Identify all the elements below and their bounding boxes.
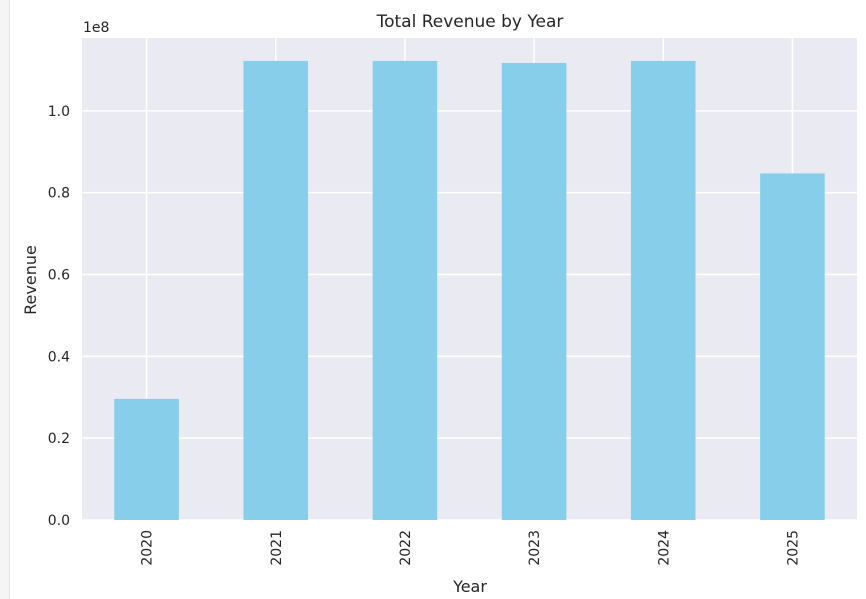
bar-2025 (760, 173, 825, 520)
chart-title: Total Revenue by Year (376, 12, 564, 32)
y-tick-label: 0.8 (48, 186, 70, 202)
bar-2020 (114, 398, 179, 520)
y-tick-label: 0.4 (48, 349, 70, 365)
x-tick-label: 2025 (785, 530, 801, 566)
x-axis-label: Year (452, 577, 487, 596)
left-panel-edge (0, 0, 10, 599)
y-tick-label: 0.0 (48, 513, 70, 529)
y-tick-label: 1.0 (48, 104, 70, 120)
x-tick-label: 2022 (398, 530, 414, 566)
x-tick-label: 2023 (527, 530, 543, 566)
y-axis-offset-label: 1e8 (83, 20, 109, 36)
y-tick-labels: 0.0 0.2 0.4 0.6 0.8 1.0 (48, 104, 70, 529)
y-tick-label: 0.6 (48, 267, 70, 283)
y-axis-label: Revenue (21, 245, 40, 315)
x-tick-label: 2020 (140, 530, 156, 566)
bar-2022 (372, 60, 438, 520)
bar-2023 (501, 62, 567, 520)
x-tick-label: 2024 (656, 530, 672, 566)
bar-2021 (243, 60, 309, 520)
bar-2024 (630, 60, 696, 520)
plot-area (82, 38, 857, 520)
y-tick-label: 0.2 (48, 431, 70, 447)
x-tick-label: 2021 (269, 530, 285, 566)
x-tick-labels: 2020 2021 2022 2023 2024 2025 (140, 530, 802, 566)
bars (114, 60, 825, 520)
